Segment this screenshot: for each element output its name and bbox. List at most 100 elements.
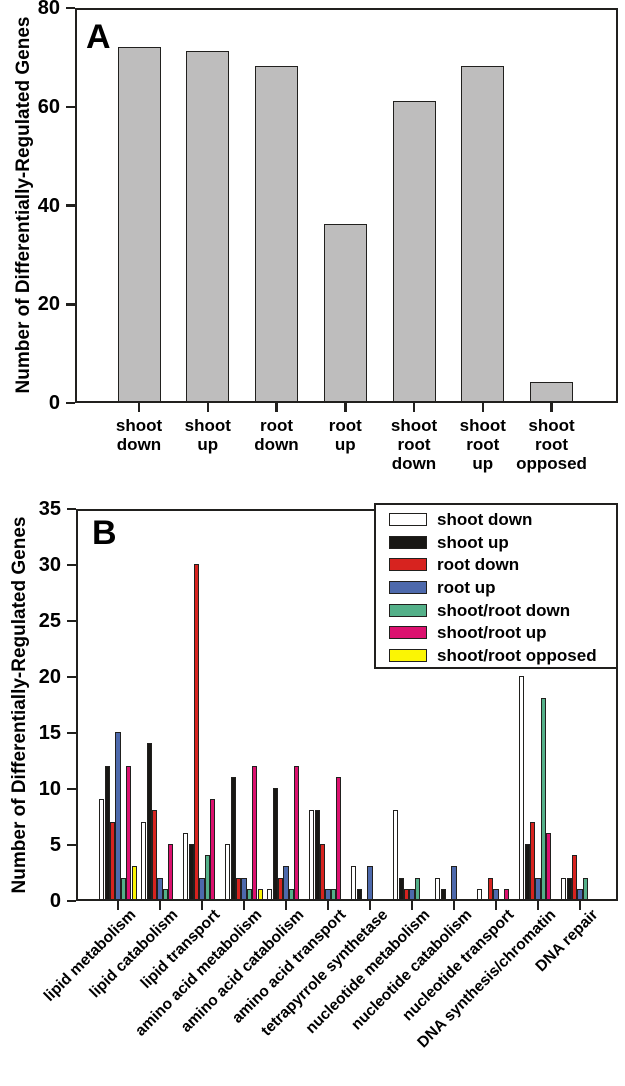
bar <box>403 888 410 900</box>
x-tick <box>578 901 582 910</box>
bar <box>451 866 457 900</box>
x-category-label: root down <box>222 416 332 454</box>
bar <box>319 844 326 900</box>
y-tick-label: 60 <box>37 95 60 118</box>
y-tick <box>67 899 76 903</box>
y-tick <box>67 619 76 623</box>
bar <box>241 877 247 900</box>
y-tick <box>66 105 75 108</box>
x-tick <box>412 403 416 412</box>
legend-label: shoot up <box>437 532 509 552</box>
bar <box>330 888 337 900</box>
bar <box>99 799 105 900</box>
bar <box>188 844 194 900</box>
x-category-label-line: root <box>466 435 500 454</box>
bar <box>351 866 357 900</box>
bar <box>535 877 541 900</box>
x-tick <box>116 901 120 910</box>
bar <box>540 698 547 900</box>
bar <box>440 888 446 900</box>
x-tick <box>550 403 553 412</box>
legend-row: shoot/root down <box>376 599 616 622</box>
y-tick-label: 10 <box>38 778 61 800</box>
legend-label: shoot down <box>437 509 533 529</box>
x-tick <box>137 403 141 412</box>
x-tick <box>536 901 540 910</box>
bar <box>109 821 116 900</box>
bar <box>435 877 441 900</box>
x-tick <box>326 901 330 910</box>
bar <box>199 877 205 900</box>
bar <box>117 46 161 402</box>
legend-label: root down <box>437 555 520 575</box>
y-tick-label: 40 <box>37 194 60 217</box>
legend-swatch <box>389 648 427 662</box>
bar <box>529 821 536 900</box>
legend-box: shoot down shoot up root down root up shoot/… <box>374 503 618 669</box>
y-tick <box>67 843 76 847</box>
y-tick-label: 25 <box>38 610 61 632</box>
panel-b-letter: B <box>92 514 117 552</box>
bar <box>277 877 284 900</box>
bar <box>414 877 421 900</box>
y-tick-label: 5 <box>49 834 61 856</box>
bar <box>120 877 127 900</box>
x-tick <box>200 901 204 910</box>
y-tick <box>66 303 75 306</box>
bar <box>530 382 573 402</box>
bar <box>225 844 231 900</box>
bar <box>309 810 315 900</box>
legend-swatch <box>389 512 427 526</box>
legend-swatch <box>389 558 427 572</box>
x-category-label-line: shoot <box>115 416 163 435</box>
bar <box>126 765 132 900</box>
bar <box>252 765 258 900</box>
x-category-label-line: root <box>534 435 569 454</box>
y-tick <box>66 401 75 405</box>
x-category-label: shoot up <box>153 416 263 454</box>
x-category-label: shoot down <box>84 416 194 454</box>
x-tick <box>284 901 288 910</box>
bar <box>577 888 583 900</box>
bar <box>235 877 242 900</box>
bar <box>294 765 300 900</box>
legend-row: root down <box>376 553 616 576</box>
bar <box>561 877 567 900</box>
y-tick <box>67 507 76 511</box>
x-category-label-line: shoot <box>390 416 438 435</box>
bar <box>210 799 216 900</box>
y-tick <box>67 675 76 679</box>
x-category-label-line: shoot <box>184 416 231 435</box>
bar <box>323 224 367 402</box>
bar <box>409 888 415 900</box>
bar <box>115 732 121 900</box>
bar <box>193 564 200 900</box>
bar <box>398 877 404 900</box>
x-tick <box>275 403 278 412</box>
bar <box>493 888 499 900</box>
x-category-label: shoot root opposed <box>497 416 607 473</box>
panel-a-letter: A <box>86 18 111 56</box>
bar <box>151 810 158 900</box>
legend-swatch <box>389 603 427 617</box>
bar <box>162 888 169 900</box>
bar <box>146 743 152 900</box>
legend-swatch <box>389 580 427 594</box>
bar <box>141 821 147 900</box>
bar <box>246 888 253 900</box>
legend-row: shoot/root up <box>376 621 616 644</box>
bar <box>168 844 174 900</box>
bar <box>267 888 273 900</box>
bar <box>255 66 298 402</box>
legend-row: root up <box>376 576 616 599</box>
y-tick-label: 35 <box>38 498 61 520</box>
x-category-label-line: root <box>397 435 431 454</box>
bar <box>504 888 510 900</box>
bar <box>336 776 342 900</box>
x-category-label: shoot root up <box>428 416 538 473</box>
x-tick <box>452 901 456 910</box>
bar <box>288 888 295 900</box>
y-tick <box>66 6 75 10</box>
legend-label: root up <box>437 577 496 597</box>
x-category-label-line: up <box>334 435 356 454</box>
